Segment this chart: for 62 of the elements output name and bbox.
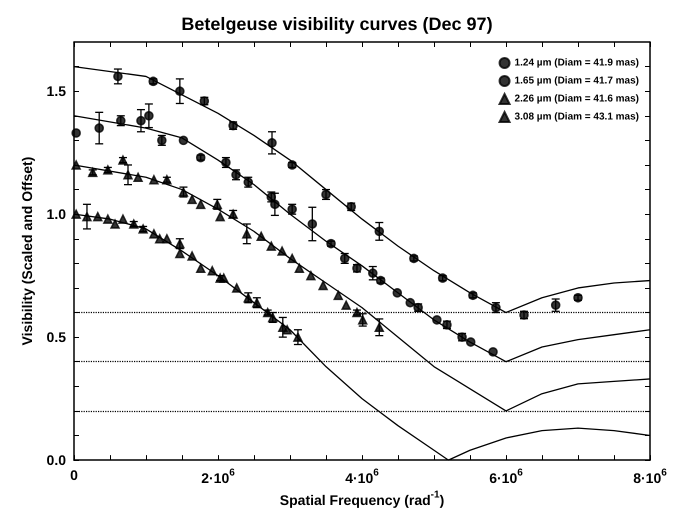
point xyxy=(267,138,277,148)
point xyxy=(123,170,133,180)
point xyxy=(136,116,146,126)
point xyxy=(466,337,476,347)
legend-label: 2.26 µm (Diam = 41.6 mas) xyxy=(514,94,640,104)
point xyxy=(374,226,384,236)
point xyxy=(488,347,498,357)
point xyxy=(110,219,120,229)
point xyxy=(187,194,197,204)
point xyxy=(207,266,217,276)
point xyxy=(293,332,303,342)
y-tick-label: 0.5 xyxy=(46,329,66,346)
point xyxy=(277,246,287,256)
point xyxy=(374,322,384,332)
point xyxy=(196,200,206,210)
point xyxy=(282,325,292,334)
point xyxy=(232,283,242,293)
point xyxy=(94,123,104,133)
point xyxy=(215,212,225,222)
point xyxy=(341,300,351,310)
chart-title: Betelgeuse visibility curves (Dec 97) xyxy=(181,14,493,34)
point xyxy=(149,174,159,184)
point xyxy=(432,315,442,325)
point xyxy=(175,86,185,96)
y-axis-title: Visibility (Scaled and Offset) xyxy=(19,156,35,346)
point xyxy=(306,270,316,280)
y-tick-label: 1.5 xyxy=(46,83,66,100)
point xyxy=(308,219,318,229)
point xyxy=(149,229,159,239)
point xyxy=(294,264,304,274)
point xyxy=(71,128,81,138)
y-tick-label: 0.0 xyxy=(46,452,66,468)
point xyxy=(318,280,328,290)
point xyxy=(187,251,197,261)
legend-label: 1.24 µm (Diam = 41.9 mas) xyxy=(514,58,640,68)
point xyxy=(154,234,164,244)
point xyxy=(103,214,113,224)
point xyxy=(256,232,266,242)
point xyxy=(368,268,378,278)
point xyxy=(406,298,415,308)
point xyxy=(242,229,252,239)
point xyxy=(270,200,280,210)
x-tick-label: 0 xyxy=(70,467,78,484)
point xyxy=(178,136,188,146)
point xyxy=(82,212,92,222)
point xyxy=(196,264,206,274)
point xyxy=(287,254,297,264)
legend-label: 3.08 µm (Diam = 43.1 mas) xyxy=(514,112,640,122)
point xyxy=(175,248,185,258)
point xyxy=(266,241,276,251)
point xyxy=(550,300,560,310)
point xyxy=(333,290,343,300)
point xyxy=(144,111,154,121)
point xyxy=(392,288,402,298)
point xyxy=(113,72,123,82)
y-tick-label: 1.0 xyxy=(46,206,66,222)
point xyxy=(162,234,172,244)
legend-label: 1.65 µm (Diam = 41.7 mas) xyxy=(514,76,640,86)
point xyxy=(219,273,229,283)
point xyxy=(133,172,143,182)
point xyxy=(93,212,103,222)
point xyxy=(118,214,128,224)
